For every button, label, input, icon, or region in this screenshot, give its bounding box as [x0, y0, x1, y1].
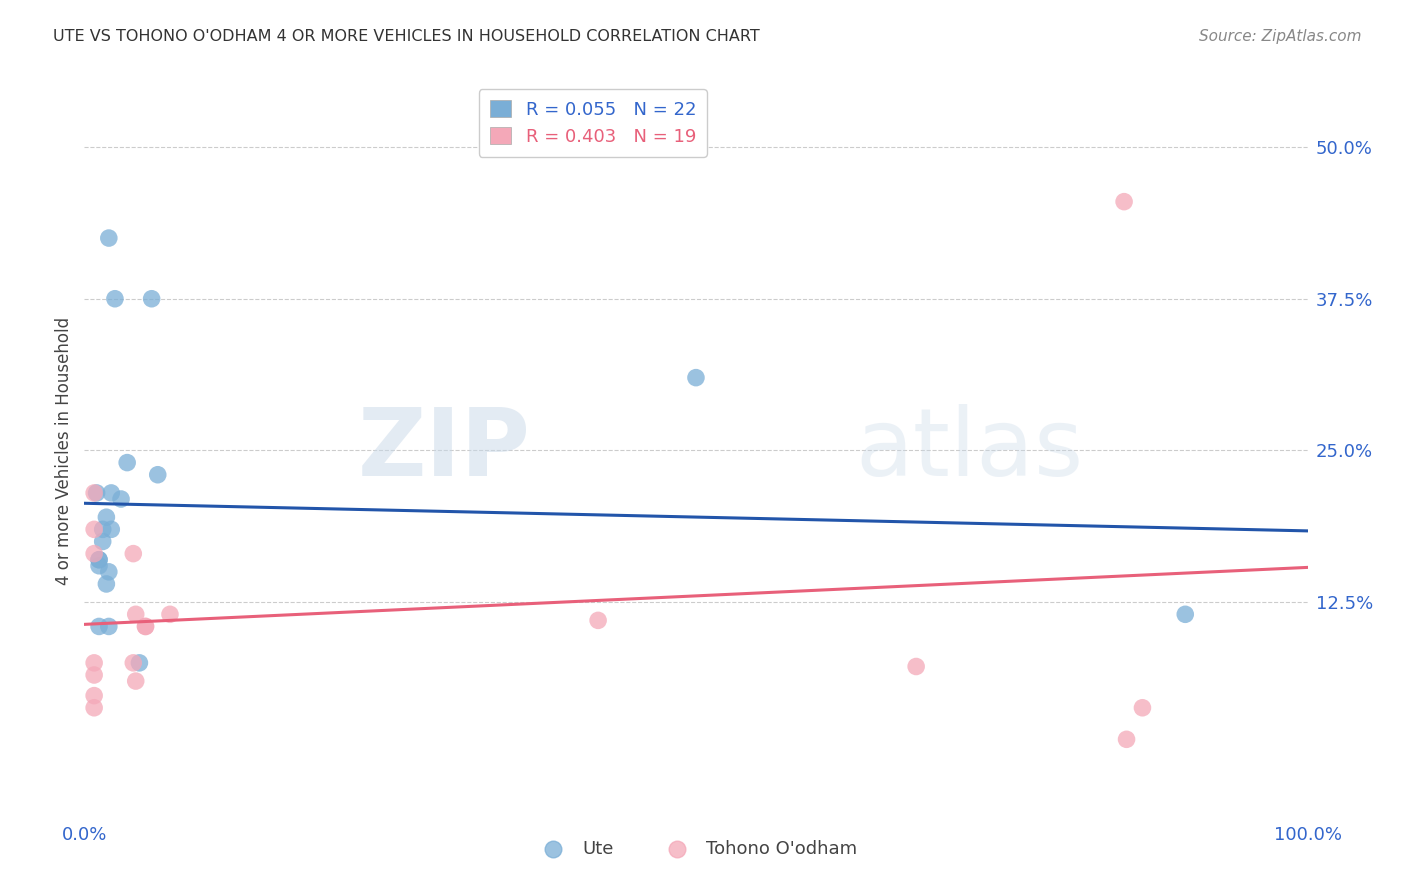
Point: [1114, 194, 1136, 209]
Point: [586, 613, 609, 627]
Point: [115, 456, 138, 470]
Point: [104, 292, 127, 306]
Point: [83, 689, 105, 703]
Point: [141, 292, 163, 306]
Point: [125, 674, 148, 689]
Point: [91, 534, 114, 549]
Point: [100, 486, 122, 500]
Point: [100, 522, 122, 536]
Point: [83, 700, 105, 714]
Point: [96, 510, 118, 524]
Legend: Ute, Tohono O'odham: Ute, Tohono O'odham: [529, 832, 863, 865]
Point: [83, 486, 105, 500]
Text: atlas: atlas: [855, 404, 1083, 497]
Text: UTE VS TOHONO O'ODHAM 4 OR MORE VEHICLES IN HOUSEHOLD CORRELATION CHART: UTE VS TOHONO O'ODHAM 4 OR MORE VEHICLES…: [53, 29, 761, 44]
Y-axis label: 4 or more Vehicles in Household: 4 or more Vehicles in Household: [55, 317, 73, 584]
Point: [96, 577, 118, 591]
Point: [685, 370, 707, 384]
Point: [135, 619, 157, 633]
Point: [83, 522, 105, 536]
Point: [97, 231, 120, 245]
Point: [159, 607, 181, 622]
Point: [146, 467, 169, 482]
Point: [87, 552, 110, 566]
Point: [97, 565, 120, 579]
Point: [905, 659, 928, 673]
Point: [125, 607, 148, 622]
Point: [86, 486, 108, 500]
Point: [1174, 607, 1197, 622]
Point: [135, 619, 157, 633]
Point: [1132, 700, 1154, 714]
Point: [83, 656, 105, 670]
Point: [87, 558, 110, 573]
Point: [128, 656, 150, 670]
Point: [122, 547, 145, 561]
Point: [97, 619, 120, 633]
Point: [87, 552, 110, 566]
Point: [110, 491, 132, 506]
Point: [83, 668, 105, 682]
Point: [122, 656, 145, 670]
Point: [83, 547, 105, 561]
Text: Source: ZipAtlas.com: Source: ZipAtlas.com: [1198, 29, 1361, 44]
Point: [1115, 732, 1137, 747]
Point: [87, 619, 110, 633]
Point: [91, 522, 114, 536]
Text: ZIP: ZIP: [359, 404, 531, 497]
